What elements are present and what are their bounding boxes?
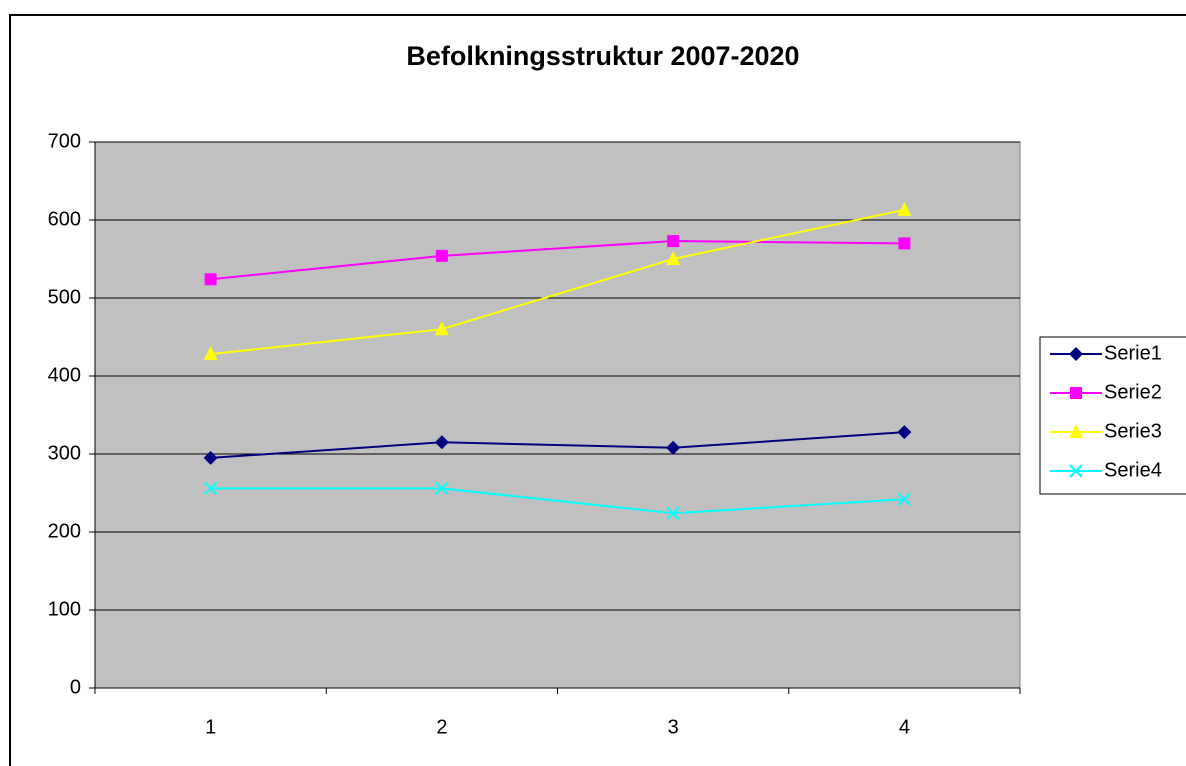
x-tick-label: 3	[668, 716, 679, 738]
y-tick-label: 700	[48, 130, 81, 152]
legend-box	[1039, 336, 1186, 495]
data-point	[898, 237, 911, 250]
data-point	[897, 425, 912, 440]
data-point	[203, 481, 218, 496]
series-line	[210, 240, 905, 281]
data-point	[434, 435, 449, 450]
data-point	[666, 440, 681, 455]
legend-label: Serie3	[1104, 420, 1162, 442]
chart-title: Befolkningsstruktur 2007-2020	[406, 41, 799, 71]
plot-area	[94, 141, 1021, 689]
x-tick-label: 2	[436, 716, 447, 738]
series-line	[210, 431, 905, 459]
data-point	[204, 273, 217, 286]
data-point	[203, 346, 218, 361]
y-tick-label: 500	[48, 286, 81, 308]
series-line	[210, 208, 905, 356]
legend-marker	[1069, 347, 1083, 361]
y-tick-label: 200	[48, 520, 81, 542]
y-tick-label: 100	[48, 598, 81, 620]
series-line	[210, 487, 905, 515]
data-point	[435, 481, 449, 496]
legend-marker	[1070, 387, 1082, 399]
y-tick-label: 300	[48, 442, 81, 464]
data-point	[666, 506, 680, 520]
data-point	[666, 251, 681, 265]
legend-label: Serie4	[1104, 459, 1162, 481]
data-point	[203, 450, 218, 465]
data-point	[897, 492, 912, 506]
y-tick-label: 400	[48, 364, 81, 386]
data-point	[897, 201, 912, 216]
x-tick-label: 4	[899, 716, 910, 738]
legend-label: Serie1	[1104, 342, 1162, 364]
data-point	[667, 235, 680, 248]
x-tick-label: 1	[205, 716, 216, 738]
legend-label: Serie2	[1104, 381, 1162, 403]
y-tick-label: 0	[70, 676, 81, 698]
y-tick-label: 600	[48, 208, 81, 230]
data-point	[435, 249, 448, 262]
data-point	[434, 321, 449, 336]
legend-marker	[1069, 424, 1083, 438]
legend-marker	[1069, 464, 1083, 478]
